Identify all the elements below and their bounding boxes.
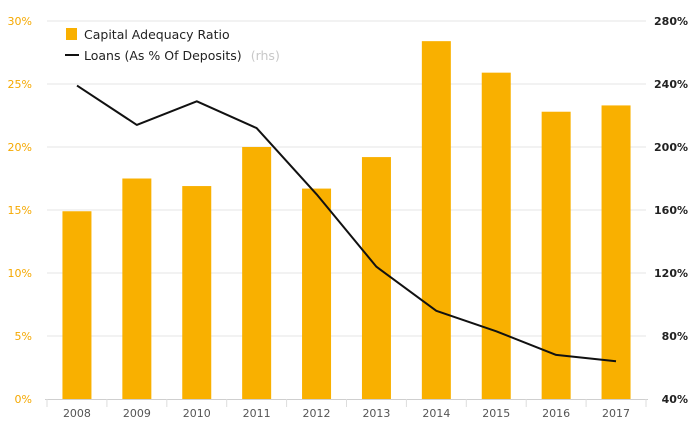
bar-2014: [421, 41, 451, 399]
x-tick-label: 2016: [542, 407, 570, 420]
x-tick-label: 2011: [243, 407, 271, 420]
right-axis: 40% 80% 120% 160% 200% 240% 280%: [654, 15, 688, 406]
left-tick-label: 25%: [8, 78, 32, 91]
right-tick-label: 240%: [654, 78, 688, 91]
left-tick-label: 0%: [15, 393, 32, 406]
bar-2017: [601, 105, 631, 400]
right-tick-label: 200%: [654, 141, 688, 154]
x-tick-label: 2008: [63, 407, 91, 420]
legend-label-capital-adequacy: Capital Adequacy Ratio: [84, 27, 230, 42]
x-tick-label: 2010: [183, 407, 211, 420]
bar-series-capital-adequacy: [62, 41, 631, 400]
left-tick-label: 10%: [8, 267, 32, 280]
bar-2015: [481, 72, 511, 399]
legend-label-loans: Loans (As % Of Deposits): [84, 48, 242, 63]
x-axis: 2008 2009 2010 2011 2012 2013 2014 2015 2016 2017: [45, 399, 648, 420]
x-tick-label: 2017: [602, 407, 630, 420]
line-series-loans: [76, 84, 617, 363]
bar-2013: [361, 157, 391, 399]
legend-label-loans-suffix: (rhs): [251, 48, 280, 63]
right-tick-label: 40%: [662, 393, 688, 406]
legend: Capital Adequacy Ratio Loans (As % Of De…: [65, 27, 280, 64]
left-tick-label: 15%: [8, 204, 32, 217]
x-tick-label: 2009: [123, 407, 151, 420]
left-axis: 0% 5% 10% 15% 20% 25% 30%: [8, 15, 32, 406]
loans-line: [76, 84, 617, 363]
left-tick-label: 20%: [8, 141, 32, 154]
x-tick-label: 2015: [482, 407, 510, 420]
x-tick-label: 2014: [422, 407, 450, 420]
legend-swatch-capital-adequacy: [66, 28, 77, 40]
right-tick-label: 160%: [654, 204, 688, 217]
bar-2012: [302, 188, 332, 399]
legend-label-loans-group: Loans (As % Of Deposits) (rhs): [84, 45, 280, 64]
bar-2008: [62, 211, 92, 399]
x-tick-label: 2013: [362, 407, 390, 420]
left-tick-label: 5%: [15, 330, 32, 343]
left-tick-label: 30%: [8, 15, 32, 28]
bar-2011: [242, 147, 272, 399]
right-tick-label: 120%: [654, 267, 688, 280]
right-tick-label: 80%: [662, 330, 688, 343]
bar-2010: [182, 186, 212, 399]
right-tick-label: 280%: [654, 15, 688, 28]
bar-2009: [122, 178, 152, 399]
x-tick-label: 2012: [303, 407, 331, 420]
